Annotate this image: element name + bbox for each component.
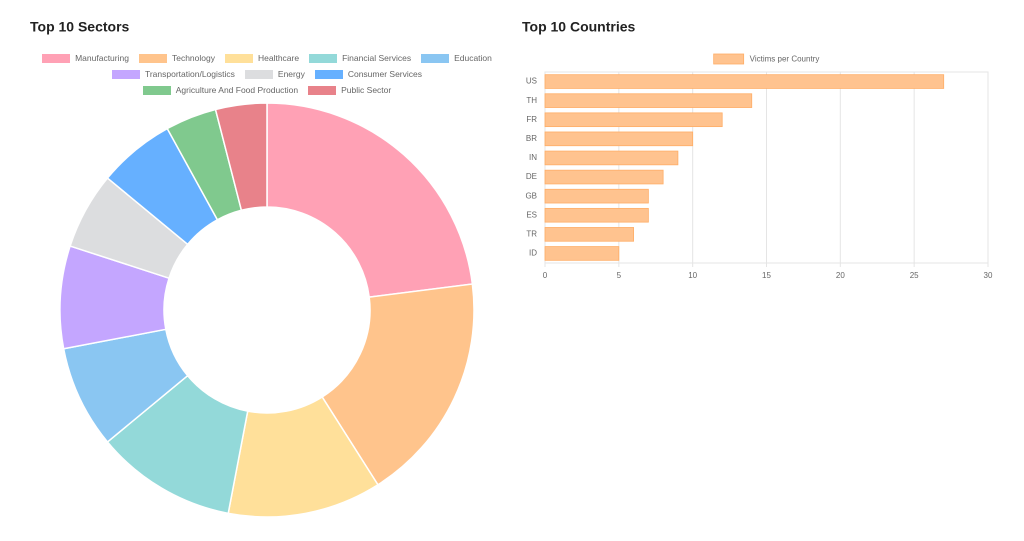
legend-swatch [713, 53, 745, 65]
legend-swatch [314, 69, 343, 79]
x-tick-label: 30 [984, 271, 993, 280]
bar [544, 74, 945, 89]
bar [544, 169, 664, 185]
legend-item: Energy [244, 68, 305, 80]
y-tick-label: ID [529, 249, 537, 258]
legend-swatch [224, 53, 253, 63]
y-tick-label: FR [526, 115, 537, 124]
chart-title: Top 10 Countries [522, 19, 636, 35]
bar [544, 112, 723, 128]
legend-label: Manufacturing [75, 53, 129, 63]
legend-item: Technology [138, 52, 215, 64]
legend-item: Manufacturing [42, 52, 129, 64]
bar [544, 93, 753, 108]
legend-swatch [421, 53, 450, 63]
bar [544, 188, 649, 204]
x-tick-label: 5 [617, 271, 622, 280]
y-tick-label: US [526, 77, 537, 86]
legend-swatch [309, 53, 338, 63]
legend-swatch [42, 53, 71, 63]
donut-segment [266, 102, 474, 298]
x-tick-label: 25 [910, 271, 919, 280]
x-tick-label: 20 [836, 271, 845, 280]
legend-item: Public Sector [308, 84, 391, 96]
legend-swatch [244, 69, 273, 79]
legend: Victims per Country [713, 53, 820, 65]
legend-item: Education [421, 52, 492, 64]
legend-label: Victims per Country [750, 55, 820, 64]
legend-label: Transportation/Logistics [144, 69, 235, 79]
donut-segment [214, 102, 268, 212]
legend-swatch [138, 53, 167, 63]
legend-label: Financial Services [342, 53, 412, 63]
x-tick-label: 0 [543, 271, 548, 280]
bar [544, 246, 620, 261]
legend-item: Healthcare [224, 52, 300, 64]
y-tick-label: ES [526, 210, 537, 219]
y-tick-label: GB [525, 191, 537, 200]
legend-item: Consumer Services [314, 68, 423, 80]
legend: Manufacturing Technology Healthcare Financi… [30, 52, 504, 96]
bar [544, 227, 634, 242]
legend-item: Financial Services [309, 52, 411, 64]
legend-item: Transportation/Logistics [111, 68, 235, 80]
donut-segment [321, 283, 475, 486]
bar [544, 207, 649, 223]
legend-swatch [111, 69, 140, 79]
y-tick-label: TH [526, 96, 537, 105]
legend-label: Energy [277, 69, 305, 79]
legend-label: Agriculture And Food Production [175, 85, 299, 95]
bar [544, 150, 679, 166]
legend-label: Consumer Services [347, 69, 423, 79]
legend-label: Healthcare [257, 53, 300, 63]
legend-swatch [142, 85, 171, 95]
legend-swatch [308, 85, 337, 95]
legend-label: Education [454, 53, 492, 63]
bar [544, 131, 694, 147]
y-tick-label: TR [526, 229, 537, 238]
legend-label: Public Sector [341, 85, 392, 95]
x-tick-label: 10 [688, 271, 697, 280]
y-tick-label: IN [529, 153, 537, 162]
y-tick-label: BR [526, 134, 537, 143]
x-tick-label: 15 [762, 271, 771, 280]
chart-title: Top 10 Sectors [30, 19, 130, 35]
y-tick-label: DE [526, 172, 537, 181]
legend-item: Agriculture And Food Production [142, 84, 299, 96]
legend-label: Technology [171, 53, 215, 63]
